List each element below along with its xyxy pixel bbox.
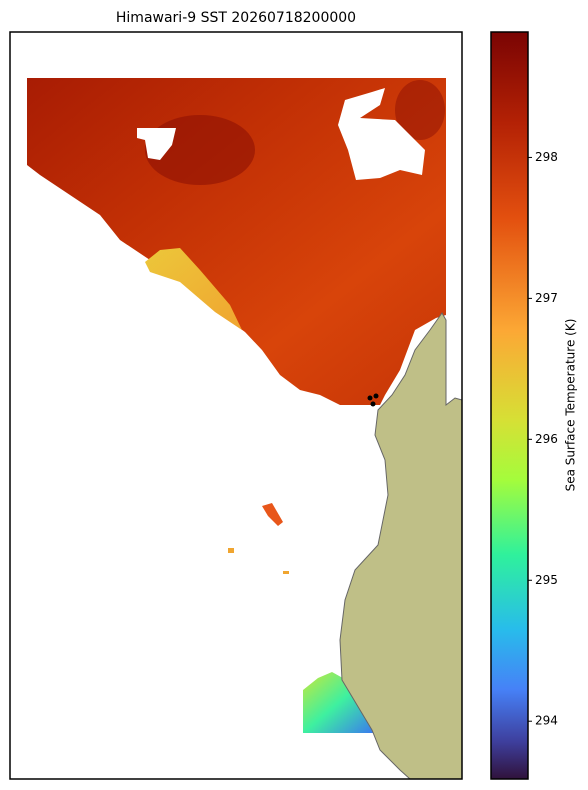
colorbar-tick-label: 298 <box>535 150 558 164</box>
cloud-gap <box>338 88 425 180</box>
sst-patch <box>262 503 283 526</box>
marker <box>367 395 373 401</box>
marker <box>373 393 379 399</box>
colorbar-label: Sea Surface Temperature (K) <box>564 319 578 492</box>
sst-patch <box>283 571 289 574</box>
sst-patch <box>303 672 375 733</box>
sst-yellow <box>145 248 242 330</box>
colorbar-tick-label: 296 <box>535 432 558 446</box>
sst-warm-core <box>395 80 445 140</box>
colorbar-tick-label: 297 <box>535 291 558 305</box>
chart-title: Himawari-9 SST 20260718200000 <box>116 10 356 26</box>
sst-field <box>27 78 446 405</box>
colorbar <box>490 31 529 780</box>
colorbar-tick-label: 294 <box>535 714 558 728</box>
map-frame <box>9 31 463 780</box>
cloud-gap <box>137 128 176 160</box>
colorbar-tick-label: 295 <box>535 573 558 587</box>
marker <box>370 401 376 407</box>
sst-patch <box>228 548 234 553</box>
map <box>9 31 463 780</box>
